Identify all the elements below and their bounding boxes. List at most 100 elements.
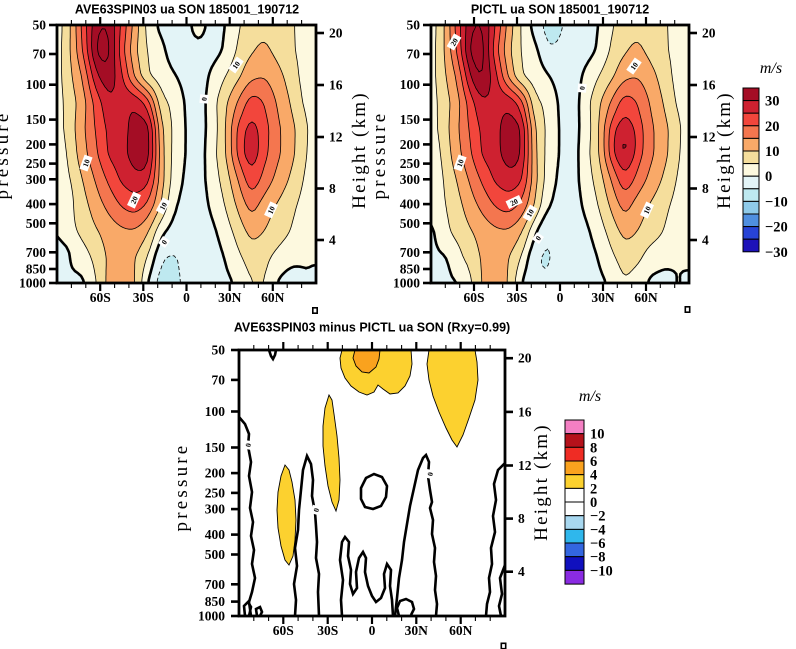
svg-text:−30: −30	[765, 245, 788, 261]
svg-text:70: 70	[407, 47, 421, 62]
svg-text:0: 0	[159, 238, 169, 246]
svg-text:60N: 60N	[261, 290, 285, 305]
svg-text:16: 16	[702, 78, 716, 93]
svg-text:150: 150	[205, 440, 226, 455]
svg-text:500: 500	[205, 547, 226, 562]
svg-text:12: 12	[702, 130, 716, 145]
svg-text:0: 0	[557, 290, 564, 305]
svg-text:30N: 30N	[405, 623, 429, 638]
svg-text:60N: 60N	[634, 290, 658, 305]
svg-text:8: 8	[518, 511, 525, 526]
svg-text:60N: 60N	[449, 623, 473, 638]
svg-text:−4: −4	[590, 522, 606, 538]
svg-text:AVE63SPIN03 minus PICTL ua SON: AVE63SPIN03 minus PICTL ua SON (Rxy=0.99…	[234, 321, 510, 335]
svg-text:Height (km): Height (km)	[349, 91, 370, 209]
svg-text:10: 10	[266, 205, 277, 216]
svg-text:30S: 30S	[506, 290, 527, 305]
svg-text:4: 4	[518, 564, 525, 579]
svg-text:12: 12	[518, 458, 532, 473]
svg-text:850: 850	[400, 262, 421, 277]
svg-text:700: 700	[205, 577, 226, 592]
svg-text:8: 8	[590, 440, 597, 456]
svg-text:−20: −20	[765, 220, 788, 236]
svg-text:150: 150	[400, 112, 421, 127]
svg-text:10: 10	[524, 207, 536, 218]
svg-text:500: 500	[26, 216, 47, 231]
svg-text:70: 70	[33, 47, 47, 62]
svg-text:2: 2	[590, 481, 597, 497]
svg-text:10: 10	[765, 144, 780, 160]
svg-text:700: 700	[400, 245, 421, 260]
svg-text:8: 8	[702, 181, 709, 196]
svg-text:10: 10	[230, 59, 242, 71]
svg-text:10: 10	[158, 200, 170, 211]
svg-text:200: 200	[205, 466, 226, 481]
svg-text:10: 10	[642, 205, 653, 216]
svg-text:0: 0	[590, 495, 597, 511]
svg-text:500: 500	[400, 216, 421, 231]
svg-text:20: 20	[129, 195, 140, 206]
svg-text:200: 200	[26, 137, 47, 152]
svg-text:AVE63SPIN03 ua SON 185001_1907: AVE63SPIN03 ua SON 185001_190712	[75, 3, 299, 17]
svg-text:70: 70	[212, 372, 226, 387]
svg-text:1000: 1000	[19, 276, 46, 291]
svg-text:10: 10	[590, 427, 605, 443]
svg-text:60S: 60S	[90, 290, 111, 305]
svg-text:8: 8	[329, 181, 336, 196]
svg-text:400: 400	[205, 527, 226, 542]
svg-text:1000: 1000	[198, 609, 225, 624]
svg-text:30S: 30S	[317, 623, 338, 638]
svg-text:−10: −10	[765, 194, 788, 210]
svg-text:1000: 1000	[393, 276, 420, 291]
svg-text:pressure: pressure	[0, 111, 13, 200]
svg-text:−6: −6	[590, 536, 606, 552]
svg-text:60S: 60S	[273, 623, 294, 638]
svg-text:250: 250	[205, 485, 226, 500]
svg-text:0: 0	[426, 471, 436, 477]
svg-text:850: 850	[205, 594, 226, 609]
svg-text:4: 4	[702, 233, 709, 248]
svg-text:20: 20	[329, 26, 343, 41]
svg-text:0: 0	[578, 86, 587, 91]
svg-text:m/s: m/s	[760, 60, 782, 77]
svg-text:10: 10	[628, 60, 640, 72]
svg-text:10: 10	[81, 158, 92, 168]
svg-text:30N: 30N	[591, 290, 615, 305]
svg-text:30S: 30S	[133, 290, 154, 305]
svg-text:Height (km): Height (km)	[714, 91, 735, 209]
svg-text:300: 300	[26, 172, 47, 187]
svg-text:100: 100	[205, 404, 226, 419]
svg-text:20: 20	[518, 351, 532, 366]
svg-text:60S: 60S	[463, 290, 484, 305]
svg-text:−10: −10	[590, 563, 613, 579]
svg-text:300: 300	[205, 502, 226, 517]
svg-text:20: 20	[765, 119, 780, 135]
svg-text:400: 400	[400, 197, 421, 212]
svg-text:50: 50	[33, 18, 47, 33]
svg-text:300: 300	[400, 172, 421, 187]
svg-text:850: 850	[26, 262, 47, 277]
svg-text:50: 50	[212, 343, 226, 358]
svg-text:16: 16	[329, 78, 343, 93]
svg-text:250: 250	[400, 156, 421, 171]
svg-text:10: 10	[455, 158, 466, 168]
svg-text:0: 0	[765, 169, 772, 185]
svg-text:−2: −2	[590, 509, 606, 525]
svg-text:0: 0	[200, 97, 209, 102]
svg-text:200: 200	[400, 137, 421, 152]
svg-text:4: 4	[590, 468, 597, 484]
svg-text:6: 6	[590, 454, 597, 470]
svg-text:0: 0	[311, 507, 321, 513]
svg-text:100: 100	[26, 77, 47, 92]
svg-text:0: 0	[183, 290, 190, 305]
svg-text:0: 0	[369, 623, 376, 638]
svg-text:700: 700	[26, 245, 47, 260]
svg-text:16: 16	[518, 404, 532, 419]
svg-text:20: 20	[702, 26, 716, 41]
svg-text:150: 150	[26, 112, 47, 127]
svg-text:−8: −8	[590, 550, 606, 566]
svg-text:100: 100	[400, 77, 421, 92]
svg-text:20: 20	[448, 36, 460, 47]
svg-text:Height (km): Height (km)	[531, 423, 552, 541]
svg-text:PICTL ua SON 185001_190712: PICTL ua SON 185001_190712	[471, 3, 649, 17]
